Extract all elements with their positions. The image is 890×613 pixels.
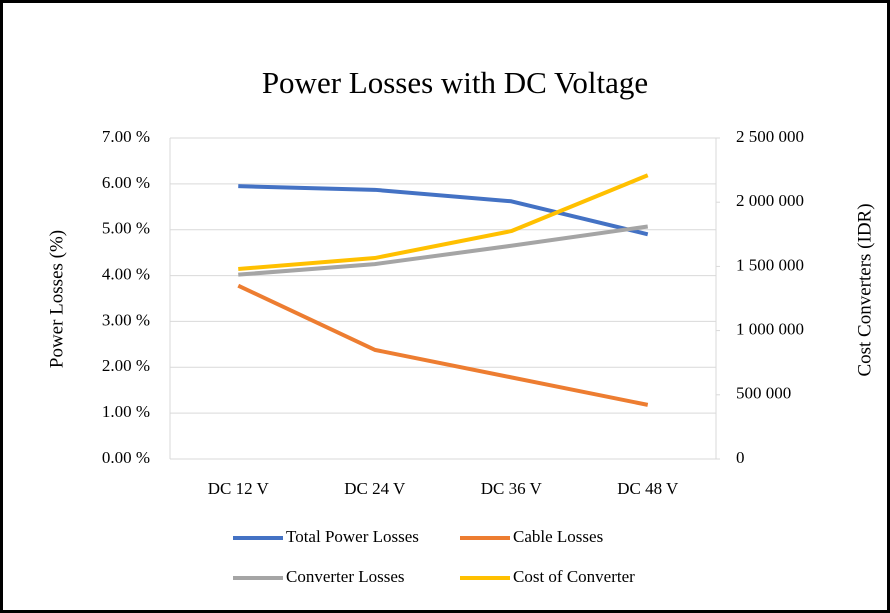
x-tick-label: DC 36 V: [481, 479, 543, 498]
x-tick-label: DC 24 V: [344, 479, 406, 498]
y2-tick-label: 1 500 000: [736, 255, 804, 274]
y-tick-label: 3.00 %: [102, 310, 150, 329]
y-tick-label: 6.00 %: [102, 173, 150, 192]
y-axis-label: Power Losses (%): [46, 230, 67, 368]
series-line: [238, 184, 649, 237]
chart-title: Power Losses with DC Voltage: [262, 65, 648, 100]
series-line: [238, 173, 649, 271]
series-line: [237, 283, 649, 407]
x-tick-label: DC 48 V: [617, 479, 679, 498]
y-tick-label: 1.00 %: [102, 402, 150, 421]
legend-label: Total Power Losses: [286, 527, 419, 546]
y-tick-label: 5.00 %: [102, 219, 150, 238]
y-tick-label: 4.00 %: [102, 264, 150, 283]
y2-tick-label: 0: [736, 448, 745, 467]
legend-label: Cable Losses: [513, 527, 603, 546]
y2-tick-label: 2 500 000: [736, 127, 804, 146]
series-line: [238, 224, 649, 277]
legend-label: Converter Losses: [286, 567, 405, 586]
y-tick-label: 7.00 %: [102, 127, 150, 146]
y2-axis-label: Cost Converters (IDR): [854, 203, 875, 376]
y-tick-label: 2.00 %: [102, 356, 150, 375]
y2-tick-label: 1 000 000: [736, 320, 804, 339]
y2-tick-label: 2 000 000: [736, 191, 804, 210]
y-tick-label: 0.00 %: [102, 448, 150, 467]
x-tick-label: DC 12 V: [208, 479, 270, 498]
legend-label: Cost of Converter: [513, 567, 635, 586]
y2-tick-label: 500 000: [736, 384, 791, 403]
